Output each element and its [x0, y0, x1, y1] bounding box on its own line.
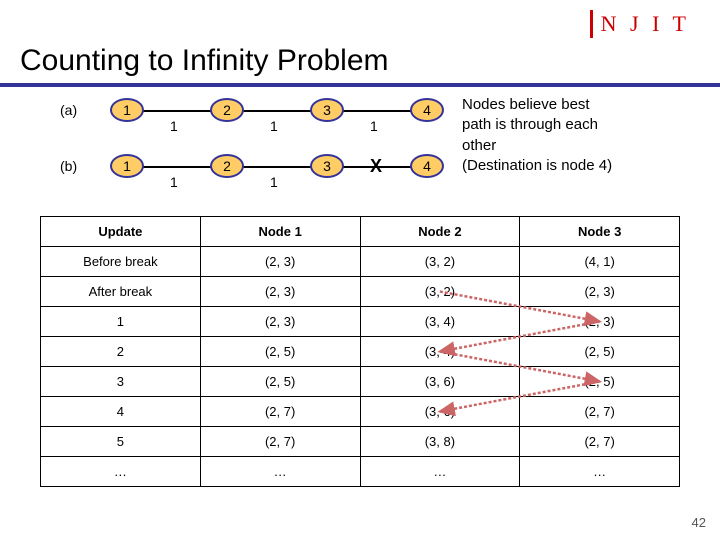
table-cell: (2, 5) [200, 337, 360, 367]
table-cell: … [41, 457, 201, 487]
side-text-line: Nodes believe best [462, 95, 692, 115]
table-cell: 2 [41, 337, 201, 367]
edge [340, 110, 414, 112]
table-cell: (2, 5) [520, 337, 680, 367]
table-cell: … [200, 457, 360, 487]
table-cell: (3, 4) [360, 307, 520, 337]
table-cell: Before break [41, 247, 201, 277]
row-label: (b) [60, 158, 77, 174]
table-cell: After break [41, 277, 201, 307]
table-row: Before break(2, 3)(3, 2)(4, 1) [41, 247, 680, 277]
graph-node: 4 [410, 98, 444, 122]
edge [140, 110, 214, 112]
edge-label: 1 [170, 118, 178, 134]
table-cell: (2, 7) [200, 397, 360, 427]
table-cell: (3, 2) [360, 247, 520, 277]
edge-label: 1 [270, 174, 278, 190]
table-cell: (2, 3) [200, 307, 360, 337]
edge [240, 166, 314, 168]
table-row: 5(2, 7)(3, 8)(2, 7) [41, 427, 680, 457]
table-header-cell: Update [41, 217, 201, 247]
table-header-cell: Node 2 [360, 217, 520, 247]
table-header-cell: Node 3 [520, 217, 680, 247]
table-cell: (3, 2) [360, 277, 520, 307]
table-cell: (2, 7) [520, 427, 680, 457]
table-cell: (2, 7) [520, 397, 680, 427]
table-row: 3(2, 5)(3, 6)(2, 5) [41, 367, 680, 397]
table-cell: 5 [41, 427, 201, 457]
table-cell: (4, 1) [520, 247, 680, 277]
edge-label: 1 [270, 118, 278, 134]
edge-break-x: X [370, 156, 382, 177]
table-cell: … [520, 457, 680, 487]
page-title: Counting to Infinity Problem [20, 44, 389, 78]
table-cell: (2, 3) [200, 247, 360, 277]
table-header-row: UpdateNode 1Node 2Node 3 [41, 217, 680, 247]
side-text-line: (Destination is node 4) [462, 156, 692, 176]
table-cell: (3, 6) [360, 397, 520, 427]
table-cell: 3 [41, 367, 201, 397]
graph-node: 1 [110, 98, 144, 122]
table-cell: (2, 7) [200, 427, 360, 457]
edge [140, 166, 214, 168]
table-cell: (2, 5) [520, 367, 680, 397]
table-row: 2(2, 5)(3, 4)(2, 5) [41, 337, 680, 367]
edge-label: 1 [170, 174, 178, 190]
graph-node: 1 [110, 154, 144, 178]
table-header-cell: Node 1 [200, 217, 360, 247]
graph-node: 4 [410, 154, 444, 178]
table-row: 4(2, 7)(3, 6)(2, 7) [41, 397, 680, 427]
graph-node: 3 [310, 98, 344, 122]
table-cell: (2, 3) [200, 277, 360, 307]
table-cell: 4 [41, 397, 201, 427]
graph-node: 2 [210, 98, 244, 122]
table-cell: … [360, 457, 520, 487]
side-text-line: other [462, 136, 692, 156]
page-number: 42 [692, 515, 706, 530]
table-cell: (2, 3) [520, 277, 680, 307]
logo-bar [590, 10, 593, 38]
logo-text: N J I T [601, 11, 690, 37]
table-row: ………… [41, 457, 680, 487]
graph-node: 3 [310, 154, 344, 178]
side-text: Nodes believe bestpath is through eachot… [462, 95, 692, 176]
graph-node: 2 [210, 154, 244, 178]
row-label: (a) [60, 102, 77, 118]
table-row: After break(2, 3)(3, 2)(2, 3) [41, 277, 680, 307]
data-table: UpdateNode 1Node 2Node 3Before break(2, … [40, 216, 680, 487]
table-cell: (3, 4) [360, 337, 520, 367]
edge [240, 110, 314, 112]
table-cell: (3, 8) [360, 427, 520, 457]
table-cell: (3, 6) [360, 367, 520, 397]
table-row: 1(2, 3)(3, 4)(2, 3) [41, 307, 680, 337]
table-cell: 1 [41, 307, 201, 337]
edge-label: 1 [370, 118, 378, 134]
title-underline [0, 83, 720, 87]
side-text-line: path is through each [462, 115, 692, 135]
logo: N J I T [590, 10, 690, 38]
table-cell: (2, 3) [520, 307, 680, 337]
table-cell: (2, 5) [200, 367, 360, 397]
